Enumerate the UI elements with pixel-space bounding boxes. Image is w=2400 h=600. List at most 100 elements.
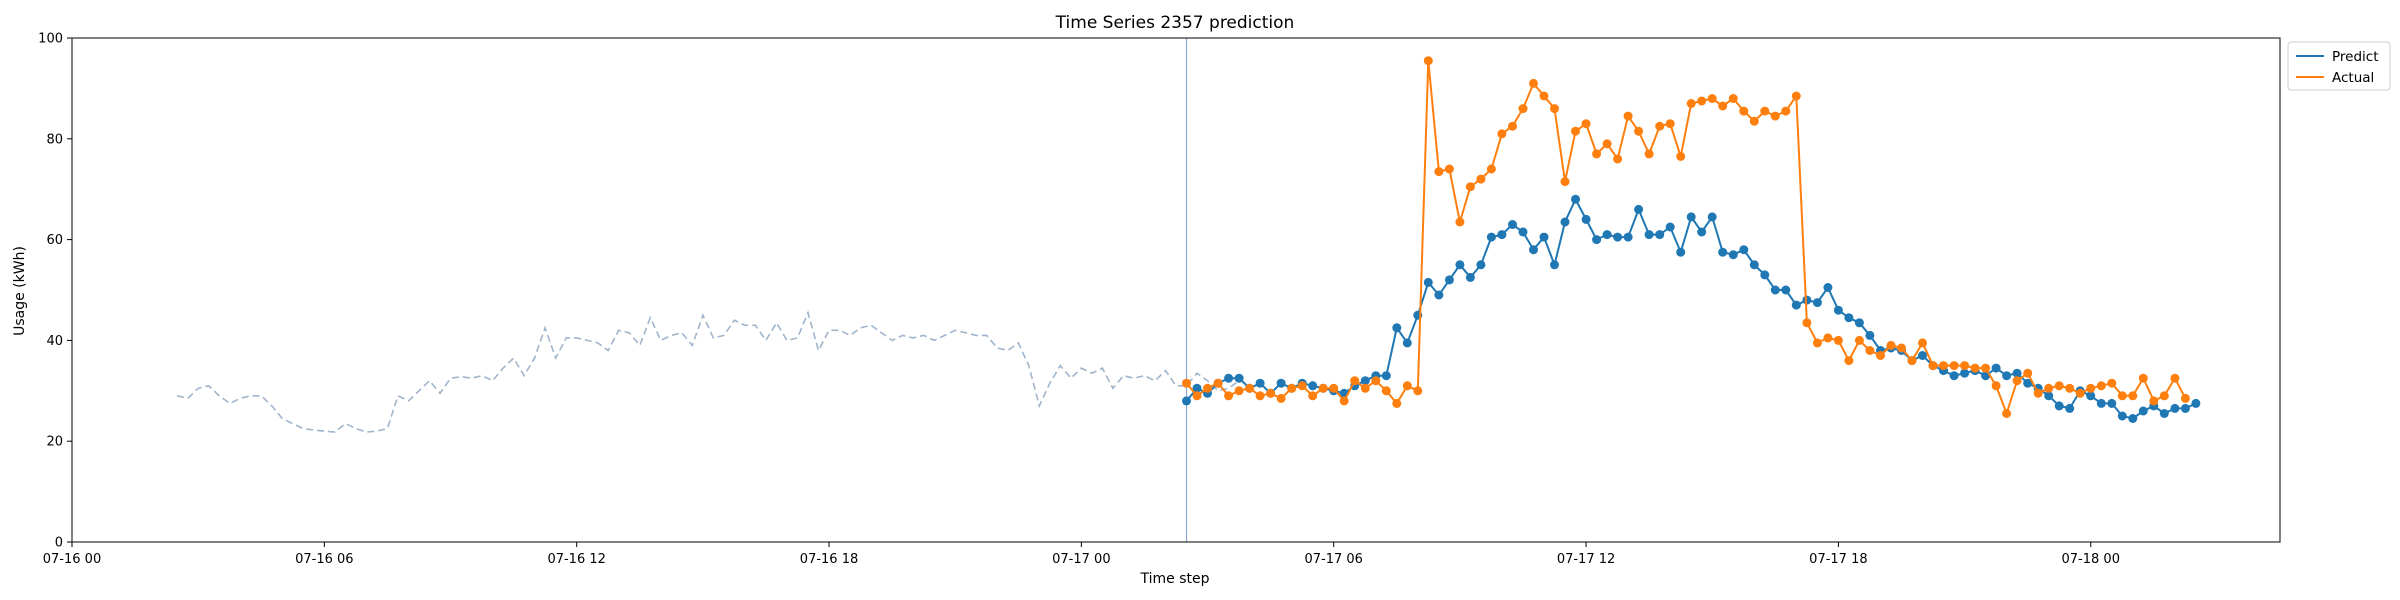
actual-point <box>2128 391 2138 401</box>
actual-point <box>1339 396 1349 406</box>
actual-point <box>1907 356 1917 366</box>
predict-point <box>1655 230 1665 240</box>
predict-point <box>1781 285 1791 295</box>
predict-point <box>1739 245 1749 255</box>
actual-point <box>1360 383 1370 393</box>
predict-point <box>1224 373 1234 383</box>
x-axis-label: Time step <box>1140 571 1210 587</box>
actual-point <box>2117 391 2127 401</box>
predict-point <box>1539 232 1549 242</box>
actual-point <box>1560 177 1570 187</box>
actual-point <box>1876 351 1885 360</box>
actual-point <box>2023 368 2033 378</box>
actual-point <box>1539 91 1549 101</box>
predict-point <box>1697 227 1707 237</box>
predict-point <box>1802 295 1812 305</box>
x-tick-label: 07-18 00 <box>2062 552 2120 567</box>
predict-point <box>1465 272 1475 282</box>
predict-point <box>2170 403 2180 413</box>
predict-point <box>2012 368 2022 378</box>
predict-point <box>1255 378 1265 388</box>
predict-point <box>1518 227 1528 237</box>
actual-point <box>1655 121 1665 131</box>
predict-point <box>2180 403 2190 413</box>
actual-point <box>1981 363 1991 373</box>
x-tick-label: 07-16 12 <box>547 552 605 567</box>
actual-point <box>2002 409 2012 418</box>
predict-point <box>1823 283 1833 292</box>
predict-point <box>1571 194 1580 204</box>
predict-point <box>1991 363 2001 373</box>
actual-point <box>2096 381 2106 391</box>
actual-point <box>1707 94 1717 103</box>
actual-point <box>1602 139 1612 149</box>
actual-point <box>2159 391 2169 401</box>
predict-point <box>1308 381 1318 391</box>
x-tick-label: 07-16 00 <box>43 552 101 567</box>
actual-point <box>1634 126 1644 136</box>
actual-point <box>1455 217 1465 227</box>
predict-point <box>1423 277 1433 287</box>
predict-point <box>2117 411 2127 421</box>
actual-point <box>1770 111 1780 121</box>
actual-point <box>1508 121 1517 131</box>
predict-point <box>2191 398 2201 408</box>
actual-point <box>1728 94 1738 103</box>
predict-point <box>2159 409 2169 418</box>
actual-point <box>1203 383 1212 393</box>
actual-point <box>1939 361 1948 371</box>
x-tick-label: 07-17 12 <box>1557 552 1615 567</box>
actual-point <box>1234 386 1244 396</box>
predict-point <box>2054 401 2064 411</box>
predict-point <box>1529 245 1538 255</box>
predict-point <box>1392 323 1402 333</box>
predict-point <box>2002 371 2012 381</box>
predict-point <box>1602 230 1612 240</box>
predict-point <box>1749 260 1759 270</box>
predict-point <box>1234 373 1244 383</box>
predict-point <box>2086 391 2096 401</box>
actual-point <box>1402 381 1412 391</box>
actual-point <box>1350 376 1360 386</box>
actual-point <box>1844 356 1854 366</box>
actual-point <box>1581 119 1591 129</box>
predict-point <box>1592 235 1602 245</box>
actual-point <box>1213 378 1223 388</box>
predict-point <box>1791 300 1801 310</box>
actual-point <box>1833 335 1843 345</box>
predict-point <box>1770 285 1780 295</box>
actual-point <box>1644 149 1654 159</box>
predict-point <box>2128 414 2138 423</box>
predict-point <box>1728 250 1738 260</box>
legend-predict-label: Predict <box>2332 49 2379 65</box>
predict-point <box>1476 260 1486 270</box>
actual-point <box>1760 106 1770 116</box>
predict-point <box>1434 290 1444 300</box>
predict-point <box>1707 212 1717 222</box>
actual-point <box>1318 383 1328 393</box>
y-tick-label: 60 <box>46 233 63 248</box>
x-tick-label: 07-17 06 <box>1304 552 1362 567</box>
predict-point <box>2023 378 2033 388</box>
predict-point <box>1949 371 1959 381</box>
actual-point <box>1550 104 1559 114</box>
predict-point <box>1854 318 1864 328</box>
actual-point <box>1308 391 1318 401</box>
actual-point <box>2033 388 2043 398</box>
predict-point <box>1192 383 1202 393</box>
actual-point <box>1518 104 1528 114</box>
actual-point <box>1182 378 1191 388</box>
actual-point <box>1392 398 1402 408</box>
actual-point <box>1739 106 1749 116</box>
actual-point <box>2107 378 2117 388</box>
actual-point <box>1192 391 1202 401</box>
y-tick-label: 20 <box>46 435 63 450</box>
actual-point <box>1791 91 1801 101</box>
predict-point <box>1581 214 1591 224</box>
actual-point <box>1781 106 1791 116</box>
predict-point <box>1665 222 1675 232</box>
actual-point <box>1802 318 1812 328</box>
predict-point <box>1613 232 1623 242</box>
actual-point <box>1665 119 1675 129</box>
actual-point <box>1812 338 1822 348</box>
